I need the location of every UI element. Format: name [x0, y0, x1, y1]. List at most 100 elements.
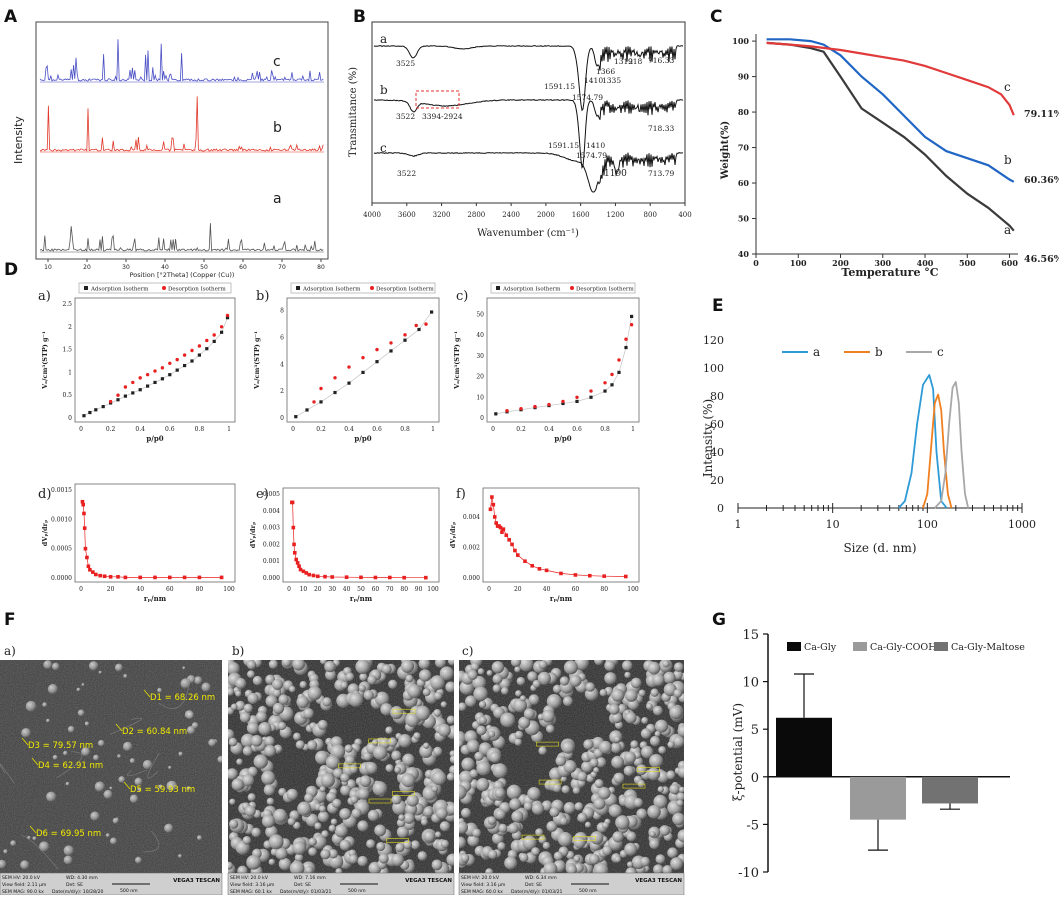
ftir-tick-label: 3200	[433, 211, 451, 219]
bet-desorption-point	[123, 385, 128, 389]
bet-plot-frame	[74, 483, 236, 583]
dls-curve-a	[898, 374, 948, 509]
bet-adsorption-line	[83, 317, 228, 416]
ftir-tick-label: 800	[644, 211, 657, 219]
sem-info-wd: WD: 7.16 mm	[294, 875, 326, 881]
ftir-chart: Transmitance (%) Wavenumber (cm⁻¹) 4000 3…	[348, 21, 692, 239]
tga-series-label-a: a	[1004, 223, 1011, 237]
tga-series-label-b: b	[1004, 153, 1012, 167]
sem-subpanel-label: c)	[462, 644, 473, 658]
bet-y-tick-label: 0.5	[62, 392, 72, 399]
zeta-y-tick-label: -10	[738, 866, 759, 881]
sem-scale-label: 500 nm	[579, 888, 597, 894]
dls-curve-c	[934, 381, 970, 509]
bet-plot-frame	[486, 297, 640, 423]
bet-adsorption-point	[561, 401, 565, 406]
bet-x-tick-label: 50	[357, 586, 365, 593]
ftir-tick-label: 2400	[502, 211, 520, 219]
bet-x-tick-label: 0.6	[165, 426, 175, 433]
bet-adsorption-point	[138, 388, 142, 392]
bet-psd-point	[85, 555, 89, 560]
bet-x-tick-label: 0.2	[106, 426, 116, 433]
bet-desorption-point	[138, 376, 142, 380]
panel-letter-f: F	[4, 610, 16, 630]
bet-x-tick-label: 100	[223, 586, 235, 593]
ftir-x-ticks: 4000 3600 3200 2800 2400 2000 1600 1200 800 400	[363, 203, 692, 219]
ftir-highlight-box	[415, 90, 460, 109]
bet-subplot-d: d) 0 20 40 60 80 100 0.0000 0.0005 0.0010 0.0015 rₚ…	[38, 483, 236, 603]
bet-psd-point	[138, 575, 142, 580]
bet-y-label: dVₚ/drₚ	[41, 520, 49, 546]
bet-desorption-point	[190, 348, 194, 353]
bet-desorption-point	[617, 358, 621, 362]
bet-adsorption-point	[630, 314, 634, 319]
bet-psd-point	[108, 575, 113, 579]
tga-residue-a: 46.56%	[1024, 254, 1059, 265]
bet-x-tick-label: 100	[427, 586, 439, 593]
bet-legend-label: Adsorption Isotherm	[302, 287, 361, 293]
xrd-chart: Intensity Position [°2Theta] (Copper (Cu…	[12, 21, 329, 279]
bet-adsorption-point	[603, 389, 607, 393]
xrd-tick-label: 50	[200, 264, 208, 271]
sem-subpanel-label: a)	[4, 644, 16, 658]
bet-plot-frame	[482, 487, 640, 583]
bet-psd-point	[182, 575, 187, 580]
bet-desorption-point	[403, 333, 407, 337]
bet-psd-point	[402, 575, 406, 580]
bet-y-tick-label: 0.002	[463, 544, 480, 551]
ftir-trace-c	[373, 152, 684, 193]
bet-psd-point	[373, 575, 378, 580]
sem-info-date: Date(m/d/y): 01/03/21	[511, 889, 562, 895]
bet-psd-point	[98, 573, 103, 578]
bet-desorption-point	[414, 323, 418, 328]
bet-adsorption-point	[347, 381, 351, 385]
sem-micrograph	[459, 660, 684, 873]
xrd-tick-label: 40	[161, 264, 169, 271]
bet-psd-point	[219, 575, 224, 580]
bet-adsorption-point	[153, 380, 157, 385]
dls-curve-b	[922, 393, 953, 509]
bet-x-tick-label: 60	[372, 586, 380, 593]
bet-adsorption-point	[494, 412, 498, 416]
bet-psd-point	[388, 575, 392, 580]
bet-y-tick-label: 0.001	[263, 558, 280, 565]
bet-psd-point	[297, 564, 301, 569]
bet-psd-point	[82, 511, 86, 516]
bet-y-tick-label: 0	[280, 415, 284, 422]
bet-psd-point	[290, 500, 295, 505]
sem-measurement-label: D6 = 69.95 nm	[36, 829, 101, 839]
sem-info-mag: SEM MAG: 90.0 kx	[2, 889, 44, 895]
bet-plot-frame	[282, 487, 440, 583]
bet-psd-point	[304, 571, 309, 575]
bet-psd-point	[344, 575, 349, 579]
bet-y-tick-label: 0.002	[263, 541, 280, 548]
zeta-bar-3	[922, 776, 978, 804]
bet-adsorption-line	[295, 311, 432, 417]
ftir-tick-label: 4000	[363, 211, 381, 219]
zeta-y-tick-label: 15	[742, 628, 759, 643]
ftir-trace-b	[373, 99, 684, 169]
dls-x-tick-label: 10	[826, 518, 840, 531]
bet-x-tick-label: 20	[107, 586, 115, 593]
bet-adsorption-point	[146, 384, 150, 388]
bet-legend-marker-adsorption	[296, 286, 300, 290]
sem-info-date: Date(m/d/y): 10/28/20	[52, 889, 103, 895]
bet-legend-marker-desorption	[370, 286, 374, 290]
ftir-tick-label: 400	[678, 211, 691, 219]
bet-psd-line	[490, 497, 626, 577]
bet-legend-label: Desorption Isotherm	[576, 287, 634, 293]
sem-info-view-field: View field: 3.16 μm	[230, 882, 275, 888]
bet-desorption-point	[225, 313, 230, 318]
bet-adsorption-point	[212, 339, 216, 343]
bet-x-tick-label: 0.2	[316, 426, 326, 433]
bet-adsorption-point	[375, 360, 379, 364]
bet-adsorption-point	[417, 327, 421, 332]
bet-x-tick-label: 70	[386, 586, 394, 593]
xrd-trace-a	[39, 223, 324, 253]
bet-x-tick-label: 0.8	[600, 426, 610, 433]
panel-letter-g: G	[712, 610, 726, 630]
bet-desorption-point	[131, 380, 135, 385]
sem-measurement-label: D3 = 79.57 nm	[28, 741, 93, 751]
tga-lines	[766, 38, 1015, 232]
